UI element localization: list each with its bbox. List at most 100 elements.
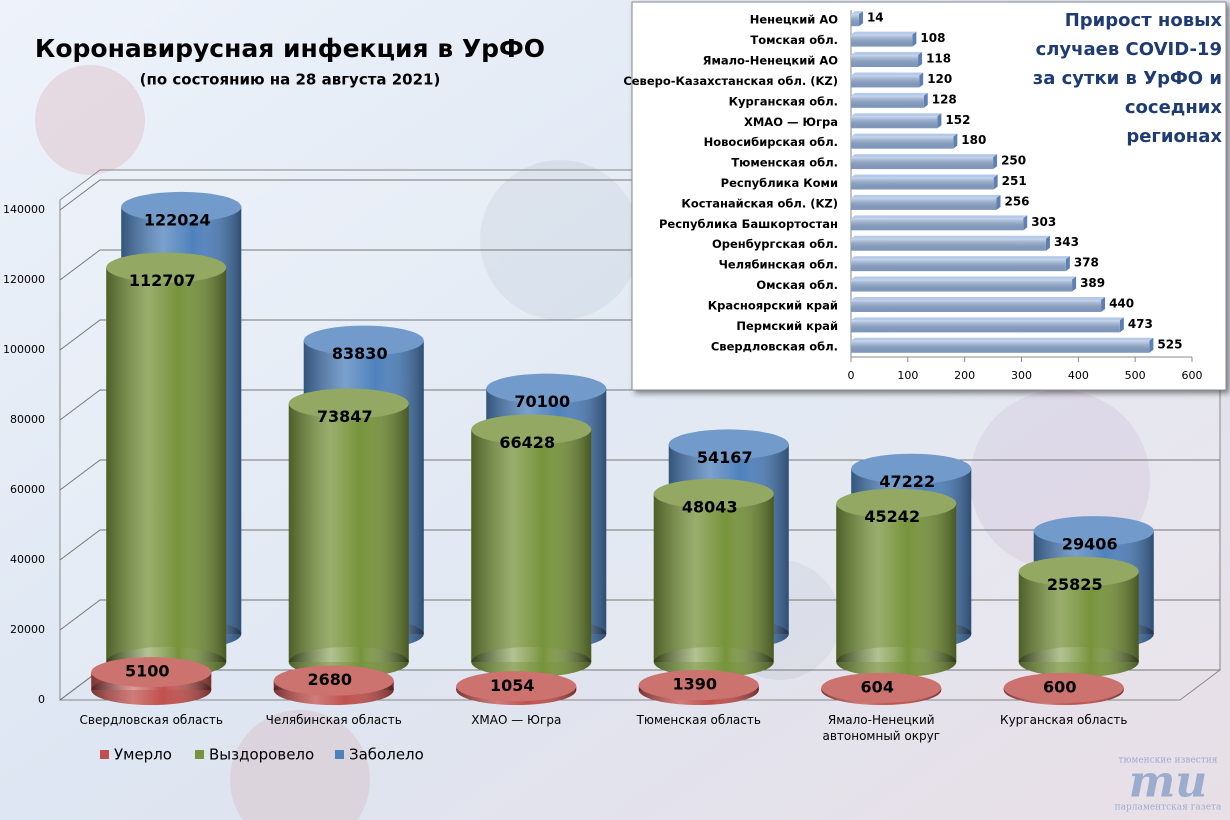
bar-top	[851, 31, 917, 35]
cylinder-top	[471, 414, 592, 445]
cylinder-top-light	[106, 252, 227, 283]
bar-side	[1023, 215, 1028, 231]
inset-chart: 0 100 200 300 400 500 600 Ненецкий АО 14 Томская …	[623, 1, 1227, 391]
cylinder	[456, 671, 577, 705]
cylinder-top-light	[273, 665, 394, 696]
value-label: 343	[1054, 235, 1079, 249]
x-tick-label-text: ХМАО — Югра	[471, 713, 562, 727]
cylinder-body-shade	[836, 503, 957, 662]
cylinder-top-light	[1033, 516, 1154, 547]
value-label: 256	[1004, 194, 1029, 208]
cylinder-top	[273, 665, 394, 696]
bar	[851, 92, 928, 108]
cylinder-top-light	[821, 672, 942, 703]
bar-face-shade	[851, 116, 938, 129]
bar-face-shade	[851, 34, 913, 47]
cylinder-top	[121, 191, 242, 222]
value-label: 303	[1031, 215, 1056, 229]
bar-side	[1149, 337, 1154, 353]
cylinder	[1018, 556, 1139, 677]
legend-swatch	[100, 750, 109, 759]
value-label: 251	[1002, 174, 1027, 188]
bar	[851, 52, 923, 68]
x-tick-label: 400	[1068, 369, 1089, 382]
value-label: 1054	[490, 676, 535, 695]
y-tick-label: 20000	[10, 623, 45, 636]
logo: тюменские известия ти парламентская газе…	[1115, 756, 1222, 813]
bar-face-shade	[851, 238, 1046, 251]
logo-mark: ти	[1129, 757, 1208, 808]
bar-side	[919, 72, 924, 88]
y-tick-label: Ненецкий АО	[750, 13, 839, 27]
bar	[851, 113, 942, 129]
value-label: 128	[932, 92, 957, 106]
value-label: 47222	[879, 472, 935, 491]
bar-face-shade	[851, 14, 859, 27]
x-tick-label-text: Тюменская область	[636, 713, 761, 727]
x-tick-label-text: Курганская область	[1000, 713, 1128, 727]
bar-top	[851, 276, 1077, 280]
legend-label: Выздоровело	[209, 746, 314, 764]
cylinder-top-light	[1018, 556, 1139, 587]
bar-face-shade	[851, 299, 1102, 312]
bar-side	[993, 154, 998, 170]
bar	[851, 276, 1077, 292]
bar-side	[918, 52, 923, 68]
bar-face-shade	[851, 320, 1120, 333]
legend-swatch	[335, 750, 344, 759]
y-tick-label: Челябинская обл.	[719, 258, 838, 272]
cylinder-top	[851, 453, 972, 484]
value-label: 108	[920, 31, 945, 45]
value-label: 48043	[682, 497, 738, 516]
y-tick-label: 40000	[10, 553, 45, 566]
value-label: 29406	[1062, 535, 1118, 554]
value-label: 1390	[672, 675, 717, 694]
x-tick-label: Свердловская область	[80, 713, 224, 727]
cylinder	[653, 478, 774, 677]
y-tick-label: 0	[38, 693, 45, 706]
value-label: 14	[867, 11, 884, 25]
value-label: 122024	[144, 210, 211, 229]
value-label: 473	[1128, 317, 1153, 331]
cylinder	[836, 488, 957, 677]
cylinder	[106, 252, 227, 677]
y-tick-label: 140000	[3, 203, 45, 216]
bar-top	[851, 337, 1154, 341]
bar	[851, 72, 924, 88]
bar-top	[851, 317, 1124, 321]
bar-face-shade	[851, 177, 994, 190]
bar	[851, 215, 1028, 231]
y-tick-label: Республика Коми	[721, 176, 838, 190]
x-tick-label: 100	[897, 369, 918, 382]
cylinder-top	[288, 388, 409, 419]
cylinder-top-light	[668, 429, 789, 460]
bar-side	[912, 31, 917, 47]
bar	[851, 11, 863, 27]
value-label: 525	[1157, 337, 1182, 351]
inset-title: Прирост новых случаев COVID-19 за сутки …	[1033, 10, 1222, 147]
cylinder-top-light	[456, 671, 577, 702]
bar-face-shade	[851, 157, 994, 170]
value-label: 118	[926, 52, 951, 66]
x-tick-label: 600	[1182, 369, 1203, 382]
x-tick-label: Ямало-Ненецкий автономный округ	[822, 713, 940, 743]
bar-face-shade	[851, 55, 919, 68]
bar	[851, 296, 1106, 312]
x-tick-label: Тюменская область	[636, 713, 761, 727]
bar-side	[1045, 235, 1050, 251]
value-label: 45242	[864, 507, 920, 526]
bar-side	[996, 194, 1001, 210]
bar-side	[937, 113, 942, 129]
cylinder-top	[106, 252, 227, 283]
bar-top	[851, 92, 928, 96]
value-label: 180	[961, 133, 986, 147]
value-label: 389	[1080, 276, 1105, 290]
cylinder-top-light	[121, 191, 242, 222]
y-tick-label: Новосибирская обл.	[704, 135, 838, 149]
bar-top	[851, 174, 998, 178]
bar	[851, 154, 998, 170]
cylinder	[273, 665, 394, 705]
cylinder-top-light	[486, 373, 607, 404]
cylinder	[288, 388, 409, 677]
cylinder-top-light	[471, 414, 592, 445]
